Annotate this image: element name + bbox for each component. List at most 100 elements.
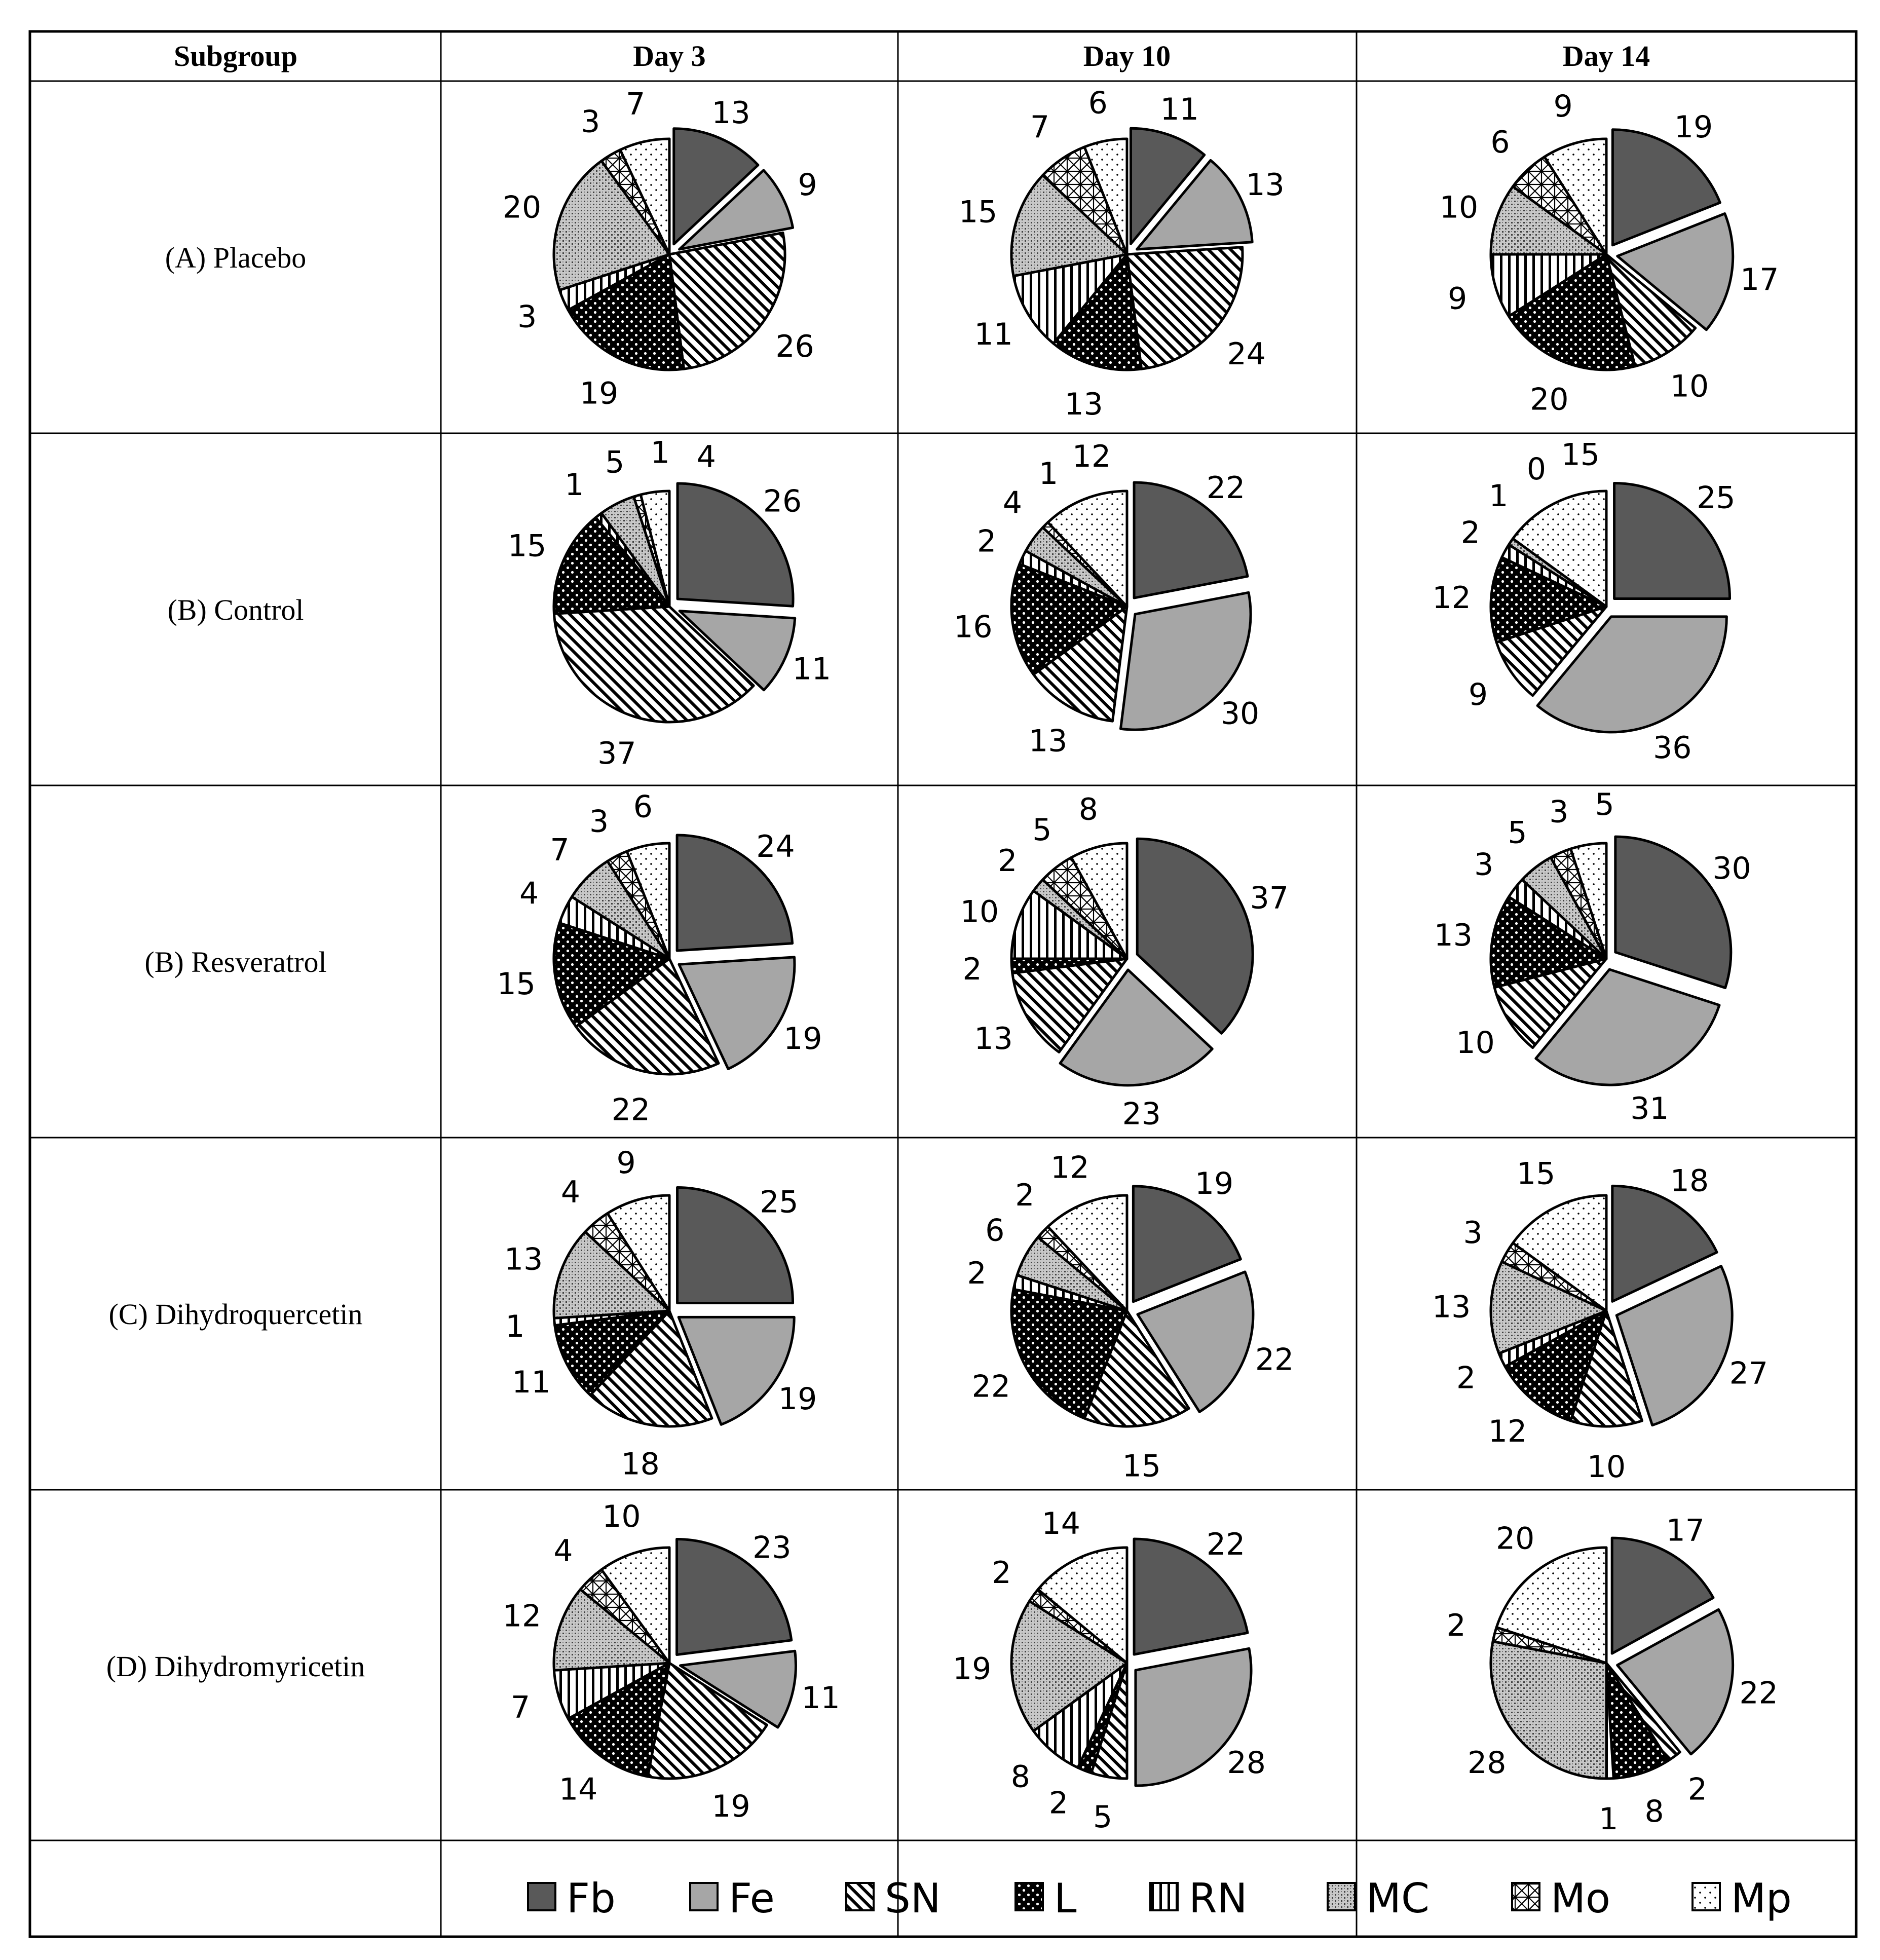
slice-l bbox=[1507, 253, 1637, 371]
slice-sn bbox=[575, 957, 720, 1076]
legend-label-mc: MC bbox=[1366, 1875, 1430, 1922]
slice-fb bbox=[675, 834, 794, 952]
slice-mp bbox=[625, 842, 671, 960]
data-label-fb: 26 bbox=[763, 484, 802, 519]
data-label-fe: 11 bbox=[793, 652, 831, 687]
data-label-sn: 10 bbox=[1670, 368, 1709, 404]
data-label-mc: 20 bbox=[503, 190, 541, 225]
legend-item-rn: RN bbox=[1149, 1875, 1247, 1922]
pie-0-1: 11 13 24 13 11 15 7 6 bbox=[959, 85, 1285, 422]
data-label-rn: 1 bbox=[505, 1309, 524, 1344]
slice-mp bbox=[1046, 489, 1129, 608]
legend-swatch-fb bbox=[527, 1882, 556, 1911]
data-label-sn: 26 bbox=[775, 329, 814, 364]
row-label-dihydromyricetin: (D) Dihydromyricetin bbox=[106, 1650, 365, 1683]
legend-item-mc: MC bbox=[1327, 1875, 1430, 1922]
slice-l bbox=[567, 1662, 671, 1778]
slice-fe bbox=[1136, 1270, 1255, 1413]
slice-fe bbox=[1059, 968, 1214, 1087]
data-label-mp: 7 bbox=[626, 86, 645, 122]
data-label-sn: 2 bbox=[1688, 1772, 1707, 1807]
data-label-l: 13 bbox=[1064, 387, 1103, 422]
slice-mp bbox=[606, 1194, 671, 1312]
data-label-mo: 3 bbox=[589, 804, 609, 839]
data-label-fe: 13 bbox=[1246, 167, 1284, 203]
data-label-mc: 13 bbox=[1432, 1289, 1471, 1325]
pie-0-2: 19 17 10 20 9 10 6 9 bbox=[1440, 89, 1779, 417]
table-grid bbox=[28, 30, 1858, 1938]
data-label-mo: 5 bbox=[1032, 812, 1051, 848]
data-label-mc: 7 bbox=[550, 833, 570, 868]
data-label-mo: 3 bbox=[581, 104, 600, 140]
data-label-mp: 8 bbox=[1079, 792, 1098, 827]
data-label-mo: 4 bbox=[561, 1175, 580, 1210]
slice-sn bbox=[1032, 605, 1129, 723]
data-label-fe: 31 bbox=[1630, 1091, 1669, 1126]
data-label-sn: 19 bbox=[711, 1789, 750, 1824]
slice-sn bbox=[1495, 605, 1608, 697]
legend-swatch-rn bbox=[1149, 1882, 1179, 1911]
data-label-mo: 1 bbox=[651, 435, 670, 471]
data-label-mp: 14 bbox=[1042, 1506, 1080, 1541]
slice-l bbox=[1605, 1662, 1670, 1780]
pie-4-0: 23 11 19 14 7 12 4 10 bbox=[503, 1499, 840, 1824]
slice-l bbox=[1489, 895, 1608, 989]
data-label-sn: 10 bbox=[1587, 1449, 1626, 1485]
data-label-fe: 22 bbox=[1255, 1342, 1294, 1378]
data-label-rn: 1 bbox=[565, 467, 584, 503]
data-label-fb: 25 bbox=[1697, 480, 1735, 516]
data-label-sn: 15 bbox=[1122, 1449, 1161, 1484]
slice-mp bbox=[619, 137, 671, 256]
slice-rn bbox=[1012, 253, 1129, 345]
data-label-l: 2 bbox=[963, 952, 982, 987]
legend-item-fb: Fb bbox=[527, 1875, 616, 1922]
data-label-mo: 3 bbox=[1549, 795, 1568, 830]
data-label-l: 19 bbox=[580, 376, 618, 411]
data-label-mp: 15 bbox=[1517, 1156, 1555, 1191]
legend-label-rn: RN bbox=[1189, 1875, 1247, 1922]
data-label-mo: 4 bbox=[553, 1533, 573, 1569]
row-label-control: (B) Control bbox=[167, 593, 304, 626]
slice-fe bbox=[1119, 591, 1252, 731]
data-label-sn: 9 bbox=[1469, 677, 1488, 712]
slice-fb bbox=[676, 1186, 795, 1304]
slice-fb bbox=[1133, 481, 1249, 599]
slice-l bbox=[1489, 556, 1608, 644]
slice-fb bbox=[1129, 127, 1206, 245]
slice-mc bbox=[552, 1588, 671, 1672]
data-label-mo: 1 bbox=[1039, 456, 1058, 492]
data-label-l: 15 bbox=[497, 966, 536, 1002]
slice-fb bbox=[1136, 837, 1254, 1035]
data-label-rn: 10 bbox=[960, 894, 999, 929]
data-label-fb: 19 bbox=[1674, 109, 1713, 145]
data-label-fe: 27 bbox=[1729, 1356, 1768, 1391]
legend: Fb Fe SN L RN MC Mo Mp bbox=[527, 1875, 1792, 1922]
legend-label-mo: Mo bbox=[1551, 1875, 1610, 1922]
data-label-sn: 10 bbox=[1456, 1025, 1494, 1061]
data-label-l: 16 bbox=[954, 609, 992, 645]
data-label-fb: 24 bbox=[756, 829, 795, 864]
data-label-l: 20 bbox=[1530, 382, 1568, 418]
pie-3-2: 18 27 10 12 2 13 3 15 bbox=[1432, 1156, 1768, 1485]
data-label-rn: 1 bbox=[1599, 1801, 1618, 1837]
slice-fb bbox=[1611, 128, 1721, 247]
data-label-l: 14 bbox=[559, 1772, 597, 1807]
data-label-l: 12 bbox=[1488, 1414, 1527, 1449]
data-label-mc: 5 bbox=[605, 445, 624, 480]
slice-fe bbox=[679, 1649, 797, 1729]
slice-mp bbox=[1512, 1194, 1608, 1312]
row-label-dihydroquercetin: (C) Dihydroquercetin bbox=[109, 1298, 363, 1331]
slice-sn bbox=[1083, 1309, 1190, 1428]
data-label-l: 13 bbox=[1434, 918, 1473, 953]
legend-item-sn: SN bbox=[845, 1875, 941, 1922]
data-label-mp: 15 bbox=[1561, 437, 1600, 472]
data-label-sn: 13 bbox=[974, 1021, 1012, 1057]
slice-fb bbox=[675, 1538, 793, 1656]
header-row: Subgroup Day 3 Day 10 Day 14 bbox=[174, 40, 1650, 72]
data-label-fe: 36 bbox=[1653, 730, 1691, 766]
data-label-fb: 30 bbox=[1712, 851, 1751, 886]
slice-l bbox=[1503, 1309, 1608, 1422]
